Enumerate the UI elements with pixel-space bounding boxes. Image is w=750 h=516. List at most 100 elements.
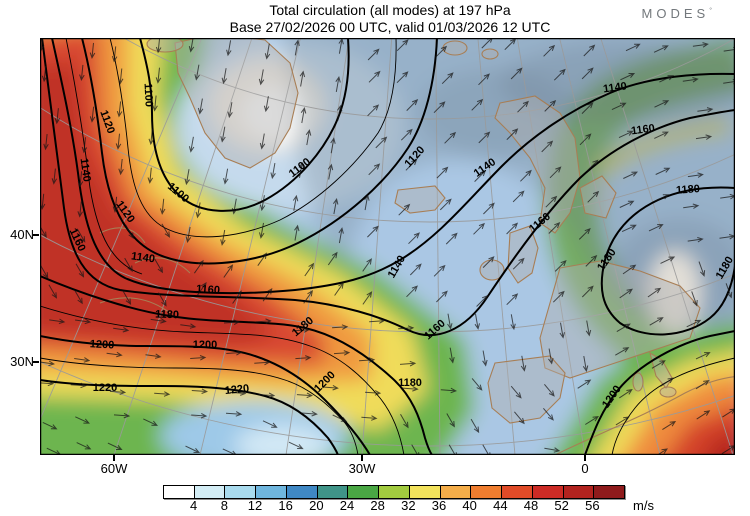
wind-arrow xyxy=(548,348,554,365)
wind-arrow xyxy=(288,441,304,450)
wind-arrow xyxy=(54,108,61,125)
wind-arrow xyxy=(478,131,491,144)
wind-arrow xyxy=(42,421,58,430)
wind-arrow xyxy=(49,318,66,324)
wind-arrow xyxy=(478,73,490,86)
contour-label-1220: 1220 xyxy=(93,382,117,394)
colorbar-tick-32: 32 xyxy=(401,498,416,513)
wind-arrow xyxy=(295,355,312,361)
y-axis-label-40N: 40N xyxy=(10,227,34,242)
wind-arrow xyxy=(298,161,304,178)
wind-arrow xyxy=(106,351,123,358)
wind-arrow xyxy=(544,99,557,112)
coast-north-africa xyxy=(554,376,735,455)
colorbar-cell-1 xyxy=(194,486,226,498)
contour-label-1140: 1140 xyxy=(130,250,155,265)
wind-arrow xyxy=(48,284,57,299)
wind-arrow xyxy=(77,171,84,188)
wind-arrow xyxy=(436,290,448,303)
wind-arrow xyxy=(118,158,124,176)
wind-arrow xyxy=(585,415,600,425)
land-svalbard xyxy=(442,40,468,56)
wind-arrow xyxy=(303,290,313,304)
wind-arrow xyxy=(581,67,594,80)
wind-arrow xyxy=(402,386,419,392)
logo-degree-mark: ° xyxy=(709,7,712,15)
wind-arrow xyxy=(695,134,713,140)
contour-lines xyxy=(40,38,735,455)
wind-arrow xyxy=(520,355,527,372)
wind-arrow xyxy=(327,163,334,180)
wind-arrow xyxy=(300,107,307,124)
wind-arrow xyxy=(185,226,192,243)
contour-1220 xyxy=(40,379,339,455)
wind-arrow xyxy=(41,65,48,83)
wind-arrow xyxy=(113,412,131,419)
contour-1180-west xyxy=(40,275,433,455)
wind-arrow xyxy=(582,356,589,373)
wind-arrow xyxy=(720,193,735,200)
colorbar-tick-44: 44 xyxy=(493,498,508,513)
wind-arrow xyxy=(446,413,455,428)
wind-arrow xyxy=(258,69,265,86)
wind-arrow xyxy=(506,222,519,235)
wind-arrow xyxy=(510,67,523,80)
wind-arrow xyxy=(155,67,162,84)
wind-arrow xyxy=(334,282,344,296)
wind-arrow xyxy=(554,259,567,272)
colorbar-cell-3 xyxy=(256,486,287,498)
wind-arrow xyxy=(512,190,525,203)
wind-arrow xyxy=(159,198,166,215)
land-europe xyxy=(539,260,701,379)
colorbar-cell-8 xyxy=(409,486,441,498)
wind-arrow xyxy=(586,159,599,172)
wind-arrow xyxy=(147,167,154,184)
wind-arrow xyxy=(40,264,49,279)
wind-arrow xyxy=(471,378,483,391)
wind-arrow xyxy=(154,258,163,274)
wind-arrow xyxy=(654,100,670,108)
wind-arrow xyxy=(506,293,519,306)
colorbar-cell-14 xyxy=(594,486,625,498)
wind-arrow xyxy=(483,202,495,215)
wind-arrow xyxy=(77,201,83,218)
wind-arrow xyxy=(330,137,336,154)
wind-arrow xyxy=(585,254,598,267)
wind-arrow xyxy=(660,377,674,387)
colorbar-tick-20: 20 xyxy=(309,498,324,513)
wind-arrow xyxy=(396,71,409,84)
wind-arrow xyxy=(113,326,130,333)
colorbar-tick-36: 36 xyxy=(431,498,447,513)
wind-arrow xyxy=(221,68,228,85)
wind-arrow xyxy=(226,40,232,57)
wind-arrow xyxy=(81,137,88,154)
wind-arrow xyxy=(649,317,664,326)
land-finland xyxy=(579,175,617,219)
wind-arrow xyxy=(124,257,133,273)
wind-arrow xyxy=(433,264,446,277)
wind-arrow xyxy=(615,416,630,426)
colorbar-cell-2 xyxy=(225,486,257,498)
wind-arrow xyxy=(70,382,87,389)
wind-arrow xyxy=(327,251,338,266)
colorbar-cell-12 xyxy=(532,486,564,498)
wind-arrow xyxy=(482,350,488,367)
wind-arrow xyxy=(223,264,234,278)
x-axis-tick xyxy=(584,455,586,461)
contour-1200-east xyxy=(584,330,735,455)
contour-label-1200: 1200 xyxy=(89,338,114,351)
wind-arrow xyxy=(301,410,318,417)
wind-arrow xyxy=(587,190,600,203)
wind-arrow xyxy=(74,357,91,363)
colorbar-tick-52: 52 xyxy=(554,498,569,513)
wind-arrow xyxy=(111,46,118,63)
wind-arrow xyxy=(322,384,339,391)
wind-arrow xyxy=(338,227,344,244)
contour-label-1160: 1160 xyxy=(630,122,655,137)
wind-arrow xyxy=(506,128,519,141)
wind-arrow xyxy=(444,131,457,144)
wind-arrow xyxy=(158,292,167,307)
wind-arrow xyxy=(433,101,446,114)
wind-arrow xyxy=(74,290,83,305)
